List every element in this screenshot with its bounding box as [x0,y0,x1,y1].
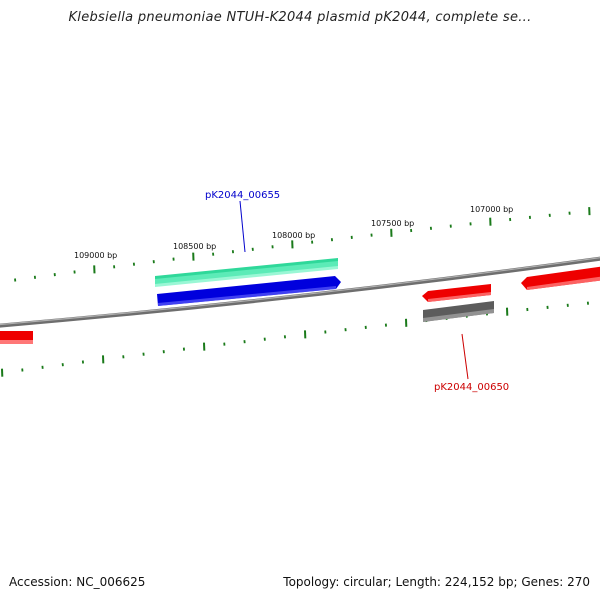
label-leader-pk2044-00655 [239,200,246,253]
ruler-label-108000: 108000 bp [272,231,315,240]
gene-label-pk2044-00655[interactable]: pK2044_00655 [205,190,280,201]
ruler-label-107500: 107500 bp [371,219,414,228]
topology-summary: Topology: circular; Length: 224,152 bp; … [283,575,590,589]
map-title: Klebsiella pneumoniae NTUH-K2044 plasmid… [68,10,532,25]
gene-feature-green[interactable] [155,258,338,287]
ruler-label-108500: 108500 bp [173,242,216,251]
label-leader-pk2044-00650 [461,333,469,380]
outer-tick-marks [14,207,591,282]
inner-tick-marks [1,301,589,377]
gene-feature-pk2044-00655[interactable] [157,276,341,306]
gene-feature-red-1[interactable] [422,284,491,302]
gene-feature-pk2044-00650[interactable] [423,301,494,322]
gene-label-pk2044-00650[interactable]: pK2044_00650 [434,382,509,393]
accession-text: Accession: NC_006625 [9,575,146,589]
ruler-label-109000: 109000 bp [74,251,117,260]
gene-feature-red-2[interactable] [521,266,600,290]
ruler-label-107000: 107000 bp [470,205,513,214]
gene-feature-left-red[interactable] [0,331,33,344]
plasmid-backbone [0,256,600,328]
